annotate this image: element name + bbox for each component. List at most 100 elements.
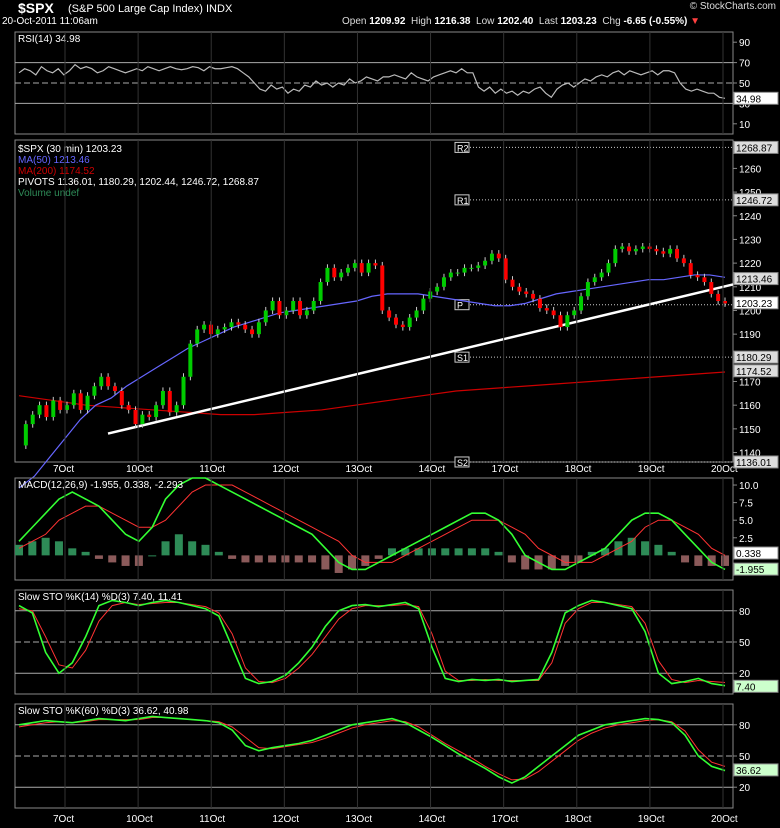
price-axis-tick-label: 1170 bbox=[739, 378, 761, 389]
rsi-axis-tick-label: 50 bbox=[739, 79, 751, 90]
day-label-5: 14Oct bbox=[419, 464, 446, 475]
price-panel-frame bbox=[14, 139, 734, 463]
price-legend-4: Volume undef bbox=[18, 188, 79, 199]
price-legend-2: MA(200) 1174.52 bbox=[18, 166, 95, 177]
sto60-axis-tick-label: 50 bbox=[739, 752, 751, 763]
macd-axis-tick-label: 10.0 bbox=[739, 481, 759, 492]
price-candle bbox=[387, 310, 392, 318]
price-candle bbox=[71, 393, 76, 406]
price-candle bbox=[393, 317, 398, 325]
price-candle bbox=[709, 282, 714, 294]
price-candle bbox=[585, 282, 590, 297]
price-candle bbox=[339, 272, 344, 278]
sto60-title: Slow STO %K(60) %D(3) 36.62, 40.98 bbox=[18, 706, 189, 717]
macd-hist-bar bbox=[427, 548, 436, 556]
macd-hist-bar bbox=[641, 541, 650, 556]
price-right-label-0-bg bbox=[733, 140, 779, 154]
macd-hist-bar bbox=[214, 551, 223, 556]
high-label: High bbox=[410, 16, 432, 27]
macd-hist-bar bbox=[654, 544, 663, 556]
macd-hist-bar bbox=[254, 555, 263, 563]
price-candle bbox=[188, 343, 193, 377]
price-candle bbox=[325, 267, 330, 283]
price-candle bbox=[510, 279, 515, 287]
price-candle bbox=[51, 400, 56, 418]
macd-hist-bar bbox=[15, 544, 23, 556]
pivot-label-r1: R1 bbox=[457, 196, 469, 206]
pivot-box-r2 bbox=[454, 141, 470, 153]
macd-hist-bar bbox=[41, 537, 50, 556]
price-candle bbox=[154, 405, 159, 418]
price-candle bbox=[620, 246, 625, 249]
price-right-label-2: 1213.46 bbox=[736, 275, 773, 286]
price-candle bbox=[469, 267, 474, 269]
price-candle bbox=[421, 298, 426, 311]
macd-axis-tick-label: 7.5 bbox=[739, 499, 753, 510]
sto60-last-label: 36.62 bbox=[736, 766, 761, 777]
price-axis-tick-label: 1210 bbox=[739, 283, 762, 294]
price-candle bbox=[380, 265, 385, 311]
price-candle bbox=[112, 386, 117, 391]
price-candle bbox=[654, 248, 659, 252]
sto14-last-label: 7.40 bbox=[736, 682, 756, 693]
day-label-0: 7Oct bbox=[53, 464, 74, 475]
chg-value: -6.65 (-0.55%) bbox=[623, 16, 688, 27]
price-legend-0: $SPX (30 min) 1203.23 bbox=[18, 144, 122, 155]
price-axis-tick-label: 1230 bbox=[739, 235, 762, 246]
price-candle bbox=[181, 376, 186, 406]
price-candle bbox=[373, 263, 378, 266]
price-candle bbox=[448, 272, 453, 278]
price-candle bbox=[202, 324, 207, 330]
macd-hist-bar bbox=[521, 555, 530, 570]
price-candle bbox=[579, 296, 584, 311]
price-legend-1: MA(50) 1213.46 bbox=[18, 155, 90, 166]
macd-hist-bar bbox=[561, 555, 570, 566]
pivot-box-s2 bbox=[454, 456, 470, 468]
price-candle bbox=[92, 386, 97, 396]
price-candle bbox=[332, 267, 337, 278]
price-candle bbox=[243, 324, 248, 330]
macd-hist-bar bbox=[241, 555, 250, 563]
price-right-label-1: 1246.72 bbox=[736, 196, 773, 207]
price-legend-3: PIVOTS 1136.01, 1180.29, 1202.44, 1246.7… bbox=[18, 177, 259, 188]
day-label-7: 18Oct bbox=[565, 464, 592, 475]
price-candle bbox=[318, 282, 323, 301]
price-candle bbox=[716, 293, 721, 301]
price-candle bbox=[476, 265, 481, 268]
macd-hist-bar bbox=[667, 551, 676, 556]
macd-hist-bar bbox=[294, 555, 303, 563]
last-label: Last bbox=[538, 16, 558, 27]
chart-header: $SPX (S&P 500 Large Cap Index) INDX 20-O… bbox=[0, 0, 780, 30]
macd-title: MACD(12,26,9) -1.955, 0.338, -2.293 bbox=[18, 480, 184, 491]
price-candle bbox=[119, 390, 124, 406]
sto14-axis-tick-label: 20 bbox=[739, 669, 751, 680]
price-right-label-4-bg bbox=[733, 350, 779, 364]
bottom-day-label-6: 17Oct bbox=[492, 814, 519, 825]
price-candle bbox=[99, 376, 104, 387]
price-candle bbox=[681, 258, 686, 264]
price-candle bbox=[633, 248, 638, 252]
trendline bbox=[107, 283, 734, 435]
price-right-label-2-bg bbox=[733, 272, 779, 286]
chart-panels: 10 30 50 70 90 RSI(14) 34.98 34.98 1140 1150 1160… bbox=[14, 31, 779, 825]
price-candle bbox=[414, 310, 419, 318]
macd-axis-tick-label: 5.0 bbox=[739, 516, 753, 527]
macd-hist-bar bbox=[374, 555, 383, 559]
price-axis-tick-label: 1160 bbox=[739, 401, 761, 412]
price-candle bbox=[126, 405, 131, 410]
macd-hist-bar bbox=[121, 555, 130, 566]
price-candle bbox=[531, 293, 536, 299]
price-candle bbox=[250, 329, 255, 335]
price-axis-tick-label: 1200 bbox=[739, 306, 762, 317]
macd-hist-bar bbox=[188, 541, 197, 556]
rsi-panel-frame bbox=[14, 31, 734, 135]
price-candle bbox=[668, 248, 673, 254]
bottom-day-label-4: 13Oct bbox=[345, 814, 372, 825]
price-candle bbox=[291, 301, 296, 311]
bottom-day-label-8: 19Oct bbox=[638, 814, 665, 825]
price-candle bbox=[174, 405, 179, 413]
symbol-title: $SPX bbox=[18, 0, 54, 16]
macd-hist-bar bbox=[174, 534, 183, 556]
price-candle bbox=[195, 329, 200, 344]
price-axis-tick-label: 1240 bbox=[739, 212, 762, 223]
